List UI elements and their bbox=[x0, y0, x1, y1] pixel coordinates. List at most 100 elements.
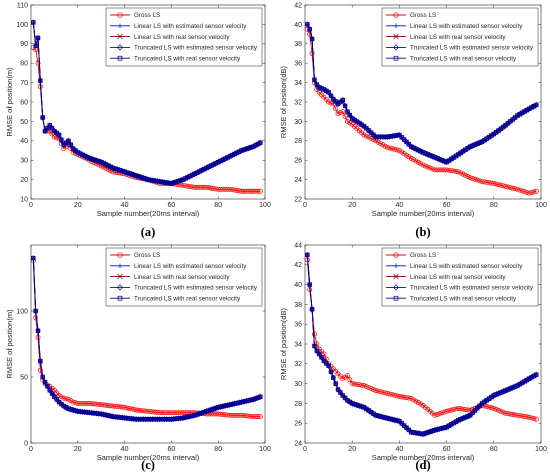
x-tick-label: 20 bbox=[74, 202, 82, 209]
marker-circle bbox=[463, 407, 468, 412]
marker-circle bbox=[514, 412, 520, 418]
marker-circle bbox=[522, 414, 527, 419]
marker-square bbox=[35, 328, 41, 333]
marker-circle bbox=[373, 388, 379, 393]
panel-label: (b) bbox=[415, 225, 430, 239]
marker-circle bbox=[236, 188, 242, 194]
marker-circle bbox=[218, 411, 223, 417]
marker-square bbox=[230, 402, 235, 407]
marker-circle bbox=[229, 187, 235, 193]
marker-square bbox=[183, 415, 188, 420]
marker-circle bbox=[531, 189, 537, 195]
marker-circle bbox=[87, 400, 92, 406]
marker-square bbox=[199, 410, 204, 416]
marker-square bbox=[56, 132, 62, 138]
legend-label: Linear LS with estimated sensor velocity bbox=[410, 263, 523, 270]
marker-cross bbox=[117, 274, 123, 280]
marker-circle bbox=[394, 147, 400, 153]
marker-square bbox=[359, 404, 364, 409]
marker-circle bbox=[239, 412, 245, 418]
marker-diamond bbox=[239, 399, 245, 406]
marker-circle bbox=[432, 412, 438, 418]
marker-diamond bbox=[436, 425, 443, 432]
y-tick-label: 30 bbox=[294, 119, 302, 126]
marker-square bbox=[458, 417, 463, 422]
marker-square bbox=[106, 163, 111, 168]
marker-circle bbox=[94, 401, 99, 407]
marker-diamond bbox=[161, 416, 167, 423]
marker-square bbox=[385, 416, 390, 421]
marker-square bbox=[435, 427, 440, 432]
marker-circle bbox=[347, 377, 353, 383]
marker-square bbox=[199, 168, 204, 173]
marker-diamond bbox=[311, 342, 317, 350]
marker-circle bbox=[493, 181, 499, 187]
marker-square bbox=[138, 417, 144, 422]
marker-circle bbox=[477, 178, 483, 184]
marker-circle bbox=[496, 407, 501, 413]
marker-circle bbox=[333, 106, 339, 112]
marker-circle bbox=[363, 133, 369, 139]
marker-square bbox=[96, 159, 101, 164]
chart-panel-3: 0 20 40 60 80 100 0 50 100 Sample number(20ms int… bbox=[5, 244, 271, 472]
marker-square bbox=[423, 431, 428, 436]
marker-square bbox=[192, 171, 197, 176]
marker-square bbox=[456, 418, 461, 423]
marker-circle bbox=[524, 189, 530, 195]
marker-circle bbox=[448, 407, 454, 413]
marker-diamond bbox=[393, 44, 399, 51]
y-tick-label: 40 bbox=[294, 282, 302, 289]
marker-square bbox=[449, 422, 454, 427]
marker-square bbox=[392, 417, 397, 423]
marker-square bbox=[241, 399, 247, 404]
marker-square bbox=[420, 431, 426, 437]
marker-square bbox=[510, 385, 515, 390]
marker-square bbox=[61, 403, 66, 409]
marker-circle bbox=[366, 134, 372, 140]
marker-circle bbox=[77, 400, 83, 406]
marker-square bbox=[117, 168, 123, 173]
marker-diamond bbox=[47, 122, 53, 129]
marker-square bbox=[113, 166, 118, 171]
marker-square bbox=[392, 133, 397, 138]
marker-circle bbox=[122, 404, 128, 410]
marker-square bbox=[380, 414, 386, 420]
marker-square bbox=[248, 145, 254, 150]
marker-diamond bbox=[180, 414, 186, 421]
y-tick-label: 34 bbox=[294, 341, 302, 348]
marker-square bbox=[531, 104, 537, 109]
marker-square bbox=[253, 143, 258, 148]
marker-circle bbox=[236, 412, 242, 418]
marker-square bbox=[326, 363, 331, 368]
marker-circle bbox=[413, 158, 419, 164]
marker-square bbox=[393, 55, 399, 61]
marker-circle bbox=[444, 408, 450, 414]
marker-circle bbox=[321, 351, 327, 357]
marker-square bbox=[331, 375, 336, 380]
marker-circle bbox=[375, 139, 381, 145]
marker-diamond bbox=[44, 383, 50, 390]
marker-square bbox=[418, 431, 423, 436]
marker-square bbox=[427, 429, 433, 434]
marker-square bbox=[517, 382, 522, 387]
marker-square bbox=[463, 415, 468, 420]
marker-diamond bbox=[68, 141, 74, 148]
marker-square bbox=[171, 180, 176, 185]
marker-circle bbox=[152, 409, 158, 415]
marker-circle bbox=[185, 183, 191, 189]
marker-circle bbox=[257, 414, 263, 420]
marker-circle bbox=[465, 174, 471, 179]
y-tick-label: 90 bbox=[20, 41, 28, 48]
marker-square bbox=[501, 389, 506, 394]
marker-square bbox=[155, 417, 160, 422]
marker-square bbox=[152, 178, 158, 183]
x-tick-label: 100 bbox=[535, 202, 547, 209]
marker-circle bbox=[418, 161, 424, 167]
marker-circle bbox=[429, 166, 435, 172]
marker-circle bbox=[361, 383, 367, 389]
x-tick-label: 80 bbox=[214, 446, 222, 453]
marker-circle bbox=[166, 410, 172, 416]
marker-square bbox=[82, 153, 87, 159]
marker-square bbox=[404, 139, 409, 145]
legend-label: Linear LS with estimated sensor velocity bbox=[134, 23, 247, 30]
